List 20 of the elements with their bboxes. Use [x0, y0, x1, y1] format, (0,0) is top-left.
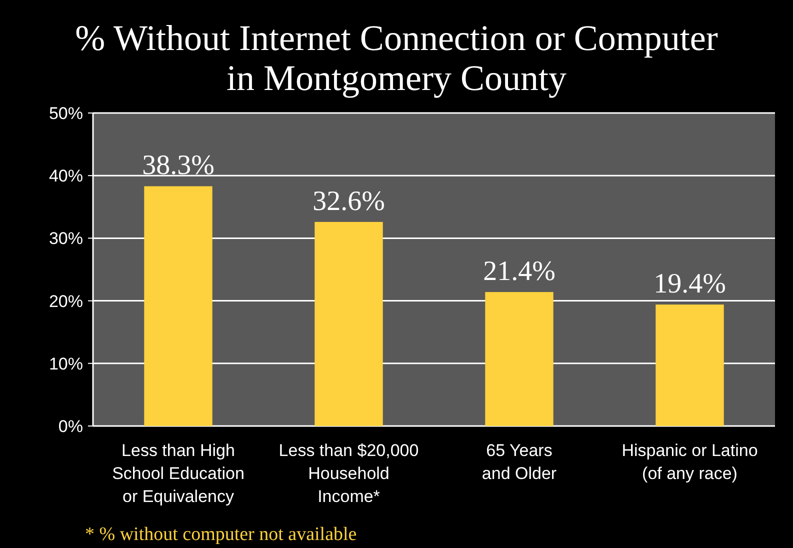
data-label: 21.4% — [483, 256, 556, 288]
y-tick-label: 50% — [48, 104, 83, 123]
bar — [144, 186, 212, 426]
chart-title: % Without Internet Connection or Computer in Montgomery County — [75, 18, 718, 98]
bar — [314, 222, 383, 426]
bar — [485, 292, 554, 426]
bar — [656, 304, 724, 426]
x-tick-label: 65 Years and Older — [482, 441, 557, 483]
data-label: 32.6% — [312, 186, 385, 217]
y-tick-label: 30% — [48, 229, 83, 248]
data-label: 38.3% — [142, 150, 214, 182]
x-tick-label: Hispanic or Latino (of any race) — [622, 441, 758, 483]
y-tick-label: 20% — [48, 292, 83, 311]
x-tick-label: Less than High School Education or Equivalency — [112, 441, 244, 506]
data-label: 19.4% — [654, 268, 726, 300]
y-tick-label: 0% — [58, 416, 83, 436]
y-tick-label: 40% — [48, 166, 83, 186]
x-tick-label: Less than $20,000 Household Income* — [278, 441, 419, 506]
y-tick-label: 10% — [48, 354, 83, 374]
text: * % without computer not available — [85, 524, 357, 545]
